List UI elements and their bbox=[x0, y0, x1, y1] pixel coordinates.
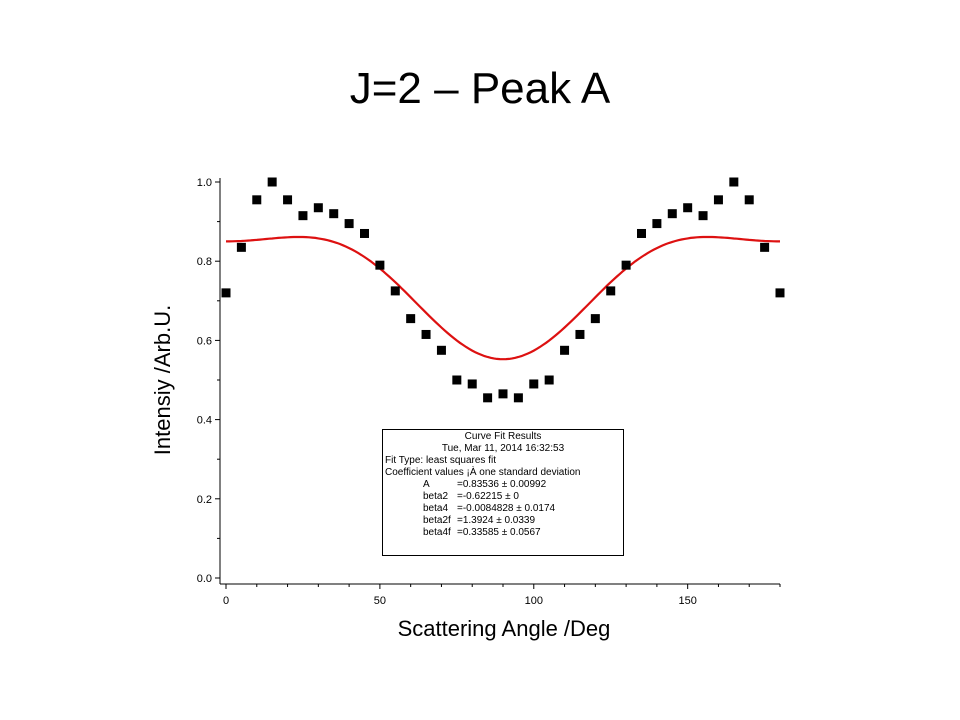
fit-type: Fit Type: least squares fit bbox=[385, 455, 496, 466]
data-point bbox=[683, 203, 693, 213]
data-point bbox=[344, 219, 354, 229]
data-point bbox=[467, 379, 477, 389]
fit-row-value: =1.3924 ± 0.0339 bbox=[457, 515, 536, 526]
fit-row-value: =0.33585 ± 0.0567 bbox=[457, 527, 541, 538]
data-point bbox=[760, 242, 770, 252]
fit-row-value: =0.83536 ± 0.00992 bbox=[457, 479, 547, 490]
data-point bbox=[436, 345, 446, 355]
data-point bbox=[637, 228, 646, 238]
data-point bbox=[498, 389, 508, 399]
x-tick-label: 100 bbox=[525, 595, 543, 607]
data-point bbox=[775, 288, 785, 298]
data-point bbox=[283, 195, 293, 205]
fit-row-beta4f: beta4f =0.33585 ± 0.0567 bbox=[385, 527, 621, 539]
fit-coef-line: Coefficient values ¡À one standard devia… bbox=[385, 467, 581, 478]
fit-rows: A =0.83536 ± 0.00992 beta2 =-0.62215 ± 0 bet… bbox=[385, 479, 621, 539]
data-point bbox=[529, 379, 539, 389]
data-point bbox=[652, 219, 662, 229]
data-point bbox=[544, 375, 554, 385]
x-tick-label: 50 bbox=[374, 595, 386, 607]
data-point bbox=[375, 260, 385, 270]
data-point bbox=[267, 177, 277, 187]
data-point bbox=[406, 314, 416, 324]
y-tick-label: 0.0 bbox=[197, 573, 212, 585]
data-point bbox=[221, 288, 231, 298]
data-point bbox=[452, 375, 462, 385]
data-point bbox=[575, 329, 585, 339]
fit-title: Curve Fit Results bbox=[464, 431, 542, 442]
data-point bbox=[713, 195, 723, 205]
fit-row-name: beta4f bbox=[423, 527, 451, 538]
fit-row-name: beta2 bbox=[423, 491, 449, 502]
x-axis-title: Scattering Angle /Deg bbox=[398, 616, 611, 641]
data-point bbox=[744, 195, 754, 205]
chart-axes: 0.0 0.2 0.4 0.6 0.8 1.0 0 50 100 150 bbox=[197, 177, 781, 607]
data-point bbox=[329, 209, 339, 219]
fit-row-name: A bbox=[423, 479, 430, 490]
x-tick-label: 0 bbox=[223, 595, 229, 607]
fit-row-value: =-0.0084828 ± 0.0174 bbox=[457, 503, 556, 514]
y-tick-label: 0.4 bbox=[197, 415, 212, 427]
fit-date: Tue, Mar 11, 2014 16:32:53 bbox=[441, 443, 565, 454]
data-point bbox=[729, 177, 739, 187]
data-point bbox=[621, 260, 631, 270]
fit-row-beta2f: beta2f =1.3924 ± 0.0339 bbox=[385, 515, 621, 527]
data-point bbox=[421, 329, 431, 339]
data-point bbox=[513, 393, 523, 403]
data-point bbox=[390, 286, 400, 296]
fit-row-a: A =0.83536 ± 0.00992 bbox=[385, 479, 621, 491]
data-point bbox=[252, 195, 262, 205]
fit-curve-line bbox=[226, 235, 780, 361]
data-point bbox=[698, 211, 708, 221]
data-point bbox=[360, 228, 369, 238]
y-tick-label: 0.2 bbox=[197, 494, 212, 506]
data-point bbox=[560, 345, 570, 355]
fit-row-value: =-0.62215 ± 0 bbox=[457, 491, 519, 502]
fit-row-beta4: beta4 =-0.0084828 ± 0.0174 bbox=[385, 503, 621, 515]
fit-curve-layer bbox=[226, 235, 780, 361]
curve-fit-results-box: Curve Fit Results Tue, Mar 11, 2014 16:3… bbox=[382, 429, 624, 556]
data-point bbox=[483, 393, 493, 403]
y-tick-label: 0.6 bbox=[197, 335, 212, 347]
x-tick-label: 150 bbox=[678, 595, 696, 607]
data-point bbox=[298, 211, 308, 221]
data-point bbox=[606, 286, 616, 296]
y-tick-label: 1.0 bbox=[197, 177, 212, 189]
data-point bbox=[590, 314, 600, 324]
slide-title: J=2 – Peak A bbox=[349, 64, 611, 113]
data-point bbox=[313, 203, 323, 213]
y-tick-label: 0.8 bbox=[197, 256, 212, 268]
data-points-layer bbox=[221, 177, 785, 403]
fit-row-name: beta4 bbox=[423, 503, 449, 514]
fit-row-name: beta2f bbox=[423, 515, 451, 526]
data-point bbox=[667, 209, 677, 219]
data-point bbox=[236, 242, 246, 252]
fit-row-beta2: beta2 =-0.62215 ± 0 bbox=[385, 491, 621, 503]
y-axis-title: Intensiy /Arb.U. bbox=[150, 305, 175, 455]
